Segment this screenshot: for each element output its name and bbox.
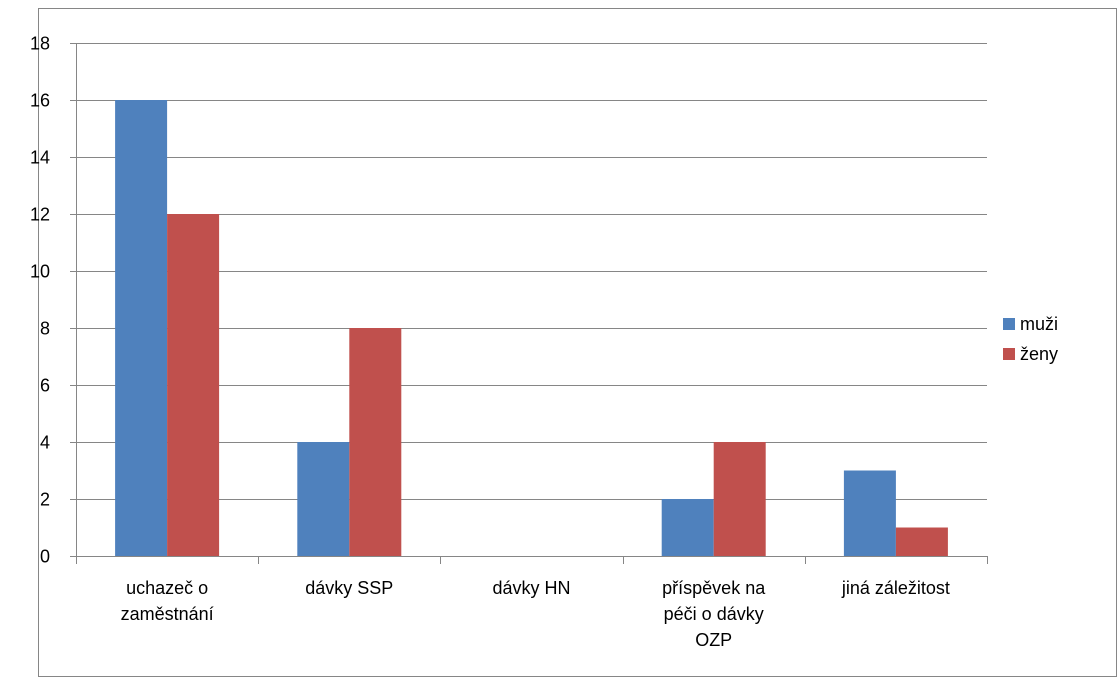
- legend-label: ženy: [1020, 344, 1058, 364]
- category-label: dávky HN: [492, 578, 570, 598]
- category-label-line: příspěvek na: [662, 578, 766, 598]
- y-tick-label: 14: [30, 148, 50, 168]
- axes: [70, 43, 988, 564]
- legend-swatch: [1003, 348, 1015, 360]
- bar-zeny-4: [895, 527, 948, 556]
- y-tick-label: 8: [40, 319, 50, 339]
- y-tick-label: 18: [30, 34, 50, 54]
- bar-muzi-1: [297, 442, 350, 556]
- category-label-line: uchazeč o: [126, 578, 208, 598]
- category-label: jiná záležitost: [841, 578, 950, 598]
- bar-muzi-0: [115, 100, 168, 556]
- y-tick-labels: 0 2 4 6 8 10 12 14 16 18: [30, 34, 50, 567]
- legend-label: muži: [1020, 314, 1058, 334]
- bar-zeny-0: [167, 214, 220, 556]
- category-label-line: zaměstnání: [121, 604, 214, 624]
- y-tick-label: 10: [30, 262, 50, 282]
- bar-zeny-3: [713, 442, 766, 556]
- legend: muži ženy: [1003, 314, 1058, 364]
- y-tick-label: 2: [40, 490, 50, 510]
- category-label: příspěvek na péči o dávky OZP: [662, 578, 766, 650]
- y-tick-label: 12: [30, 205, 50, 225]
- category-label: uchazeč o zaměstnání: [121, 578, 214, 624]
- bar-muzi-3: [661, 499, 714, 556]
- y-tick-label: 0: [40, 547, 50, 567]
- category-label-line: dávky HN: [492, 578, 570, 598]
- category-label: dávky SSP: [305, 578, 393, 598]
- bar-zeny-1: [349, 328, 402, 556]
- category-labels: uchazeč o zaměstnání dávky SSP dávky HN přís…: [121, 578, 950, 650]
- category-label-line: jiná záležitost: [841, 578, 950, 598]
- y-tick-label: 6: [40, 376, 50, 396]
- bars: [115, 100, 948, 556]
- category-label-line: péči o dávky: [664, 604, 764, 624]
- category-label-line: OZP: [695, 630, 732, 650]
- category-label-line: dávky SSP: [305, 578, 393, 598]
- y-tick-label: 4: [40, 433, 50, 453]
- gridlines: [76, 43, 987, 500]
- bar-muzi-4: [843, 470, 896, 556]
- legend-swatch: [1003, 318, 1015, 330]
- y-tick-label: 16: [30, 91, 50, 111]
